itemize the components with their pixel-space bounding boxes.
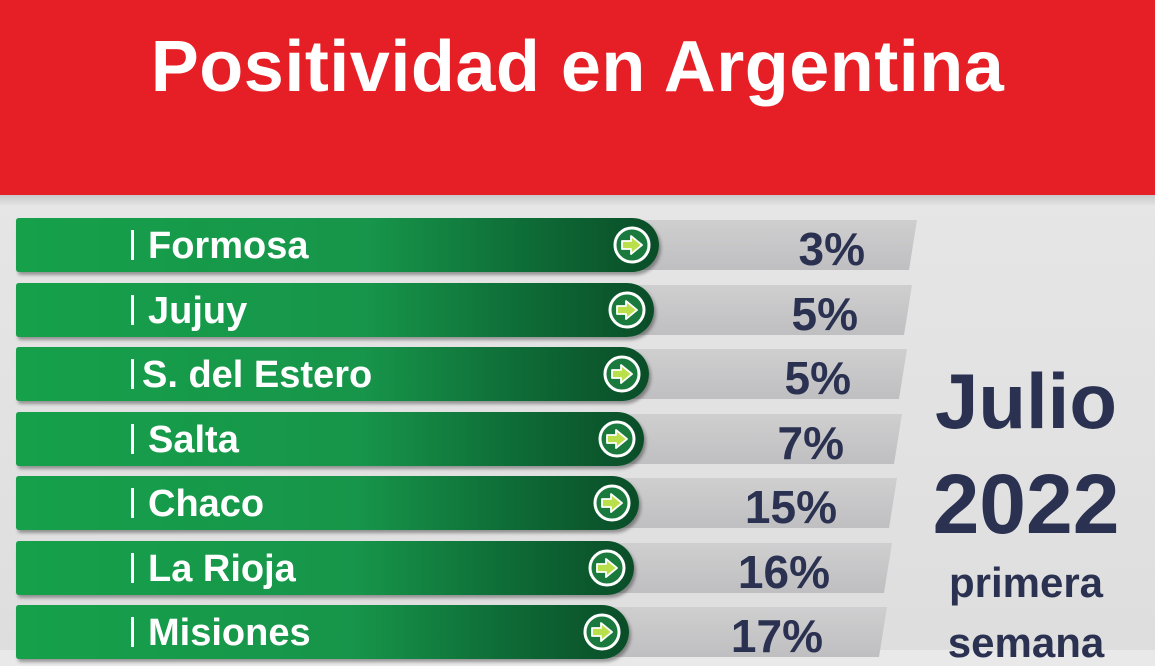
- label-separator: [131, 553, 134, 583]
- category-label: Misiones: [148, 612, 311, 654]
- arrow-right-circle-icon: [613, 226, 651, 264]
- value-label: 3%: [798, 223, 865, 275]
- header-divider: [0, 195, 1155, 205]
- category-bar: [16, 605, 629, 659]
- bar-chart: Formosa 3% Jujuy 5% S. del Estero 5% Salta 7% Ch…: [16, 218, 1155, 662]
- arrow-right-circle-icon: [598, 420, 636, 458]
- value-label: 17%: [730, 610, 823, 662]
- category-bar: [16, 283, 654, 337]
- label-separator: [131, 617, 134, 647]
- category-bar: [16, 218, 659, 272]
- value-label: 15%: [744, 481, 837, 533]
- header-banner: Positividad en Argentina: [0, 0, 1155, 195]
- category-bar: [16, 412, 644, 466]
- category-label: Salta: [148, 419, 239, 461]
- category-label: La Rioja: [148, 548, 296, 590]
- arrow-right-circle-icon: [588, 549, 626, 587]
- category-label: Jujuy: [148, 290, 248, 332]
- arrow-right-circle-icon: [593, 484, 631, 522]
- period-note-line2: semana: [947, 619, 1105, 666]
- category-label: Formosa: [148, 225, 309, 267]
- category-bar: [16, 541, 634, 595]
- category-label: Chaco: [148, 483, 265, 525]
- label-separator: [131, 230, 134, 260]
- period-note-line1: primera: [948, 559, 1104, 606]
- label-separator: [131, 295, 134, 325]
- period-month: Julio: [934, 357, 1117, 445]
- label-separator: [131, 488, 134, 518]
- value-label: 16%: [737, 546, 830, 598]
- label-separator: [131, 424, 134, 454]
- period-year: 2022: [932, 457, 1120, 551]
- category-label: S. del Estero: [142, 354, 373, 396]
- value-label: 5%: [784, 352, 851, 404]
- category-bar: [16, 476, 639, 530]
- value-label: 7%: [777, 417, 844, 469]
- arrow-right-circle-icon: [603, 355, 641, 393]
- page-title: Positividad en Argentina: [150, 27, 1005, 107]
- arrow-right-circle-icon: [608, 291, 646, 329]
- category-bar: [16, 347, 649, 401]
- label-separator: [131, 359, 134, 389]
- arrow-right-circle-icon: [583, 613, 621, 651]
- value-label: 5%: [791, 288, 858, 340]
